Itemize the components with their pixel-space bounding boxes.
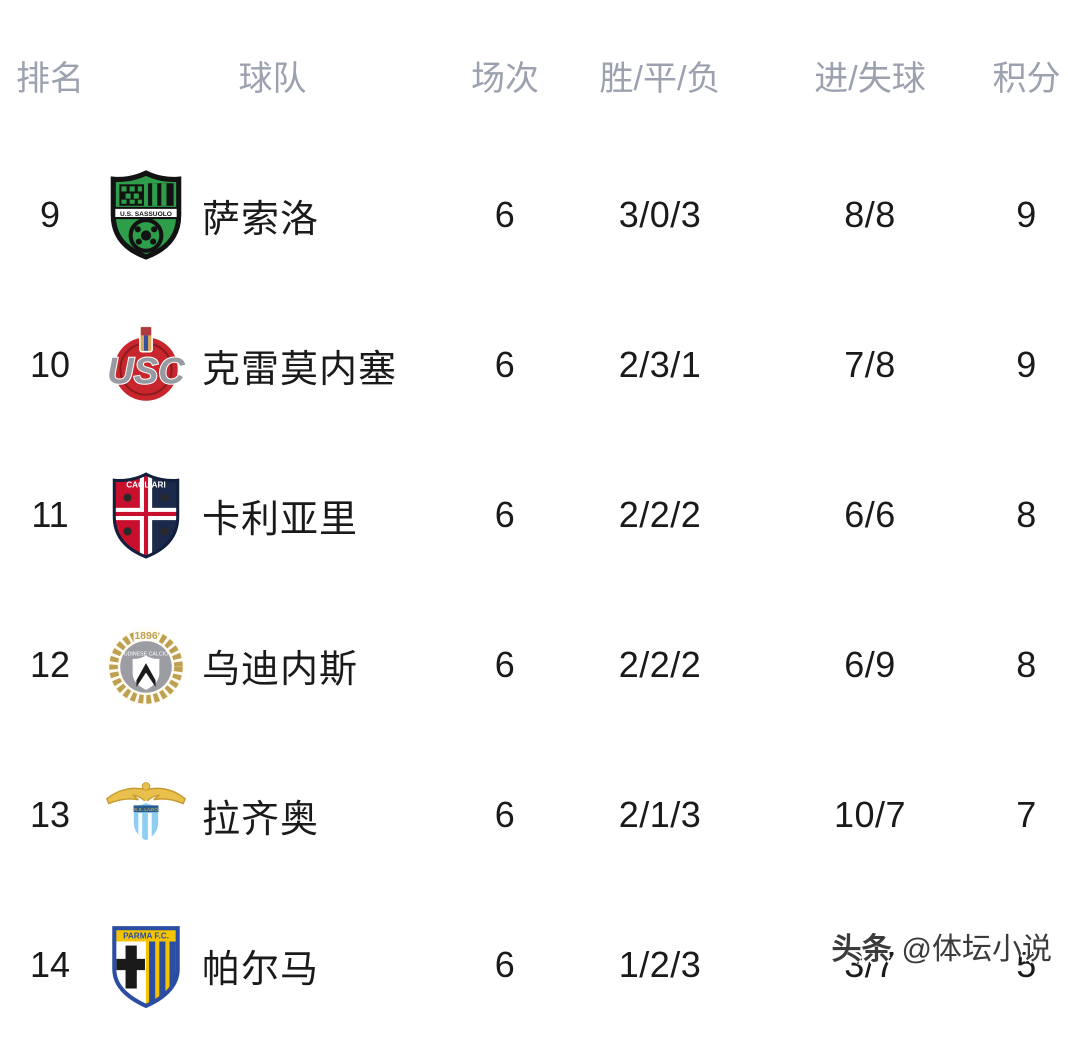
team-cell: CAGLIARI 卡利亚里 xyxy=(100,470,445,560)
table-row: 13 S.S. LAZIO 拉齐奥 6 2/1/3 10/7 7 xyxy=(0,740,1068,890)
sassuolo-crest-icon: U.S. SASSUOLO xyxy=(104,170,188,260)
udinese-crest-icon: UDINESE CALCIO 1896 xyxy=(104,620,188,710)
played-cell: 6 xyxy=(494,644,516,685)
rank-cell: 13 xyxy=(29,794,71,835)
cremonese-crest-icon: USC xyxy=(104,320,188,410)
points-cell: 7 xyxy=(1016,794,1037,835)
lazio-crest-icon: S.S. LAZIO xyxy=(104,770,188,860)
rank-cell: 9 xyxy=(39,194,61,235)
svg-text:USC: USC xyxy=(107,350,185,391)
wdl-cell: 1/2/3 xyxy=(618,944,702,985)
goals-cell: 3/7 xyxy=(844,944,896,985)
team-cell: USC 克雷莫内塞 xyxy=(100,320,445,410)
points-cell: 8 xyxy=(1016,494,1037,535)
goals-cell: 6/9 xyxy=(844,644,896,685)
played-cell: 6 xyxy=(494,194,516,235)
team-cell: UDINESE CALCIO 1896 乌迪内斯 xyxy=(100,620,445,710)
rank-cell: 12 xyxy=(29,644,71,685)
table-row: 10 USC 克雷莫内塞 6 2/3/1 7/8 9 xyxy=(0,290,1068,440)
goals-cell: 7/8 xyxy=(844,344,896,385)
team-cell: U.S. SASSUOLO 萨索洛 xyxy=(100,170,445,260)
svg-text:1896: 1896 xyxy=(134,630,158,642)
watermark: 头条 @体坛小说 xyxy=(832,924,1052,968)
points-cell: 9 xyxy=(1016,194,1037,235)
header-rank: 排名 xyxy=(16,59,84,98)
goals-cell: 8/8 xyxy=(844,194,896,235)
goals-cell: 10/7 xyxy=(833,794,907,835)
svg-text:S.S. LAZIO: S.S. LAZIO xyxy=(134,807,158,813)
team-name: 克雷莫内塞 xyxy=(202,348,398,391)
wdl-cell: 2/2/2 xyxy=(618,494,702,535)
played-cell: 6 xyxy=(494,944,516,985)
table-header: 排名 球队 场次 胜/平/负 进/失球 积分 xyxy=(0,0,1068,140)
team-cell: S.S. LAZIO 拉齐奥 xyxy=(100,770,445,860)
wdl-cell: 3/0/3 xyxy=(618,194,702,235)
watermark-handle: @体坛小说 xyxy=(901,933,1052,966)
watermark-logo: 头条 xyxy=(831,933,892,966)
rank-cell: 10 xyxy=(29,344,71,385)
svg-text:CAGLIARI: CAGLIARI xyxy=(126,480,166,489)
header-goals: 进/失球 xyxy=(814,59,926,98)
played-cell: 6 xyxy=(494,494,516,535)
rank-cell: 14 xyxy=(29,944,71,985)
team-name: 帕尔马 xyxy=(202,948,320,991)
goals-cell: 6/6 xyxy=(844,494,896,535)
svg-text:U.S. SASSUOLO: U.S. SASSUOLO xyxy=(120,211,172,218)
svg-text:UDINESE CALCIO: UDINESE CALCIO xyxy=(124,651,168,657)
wdl-cell: 2/2/2 xyxy=(618,644,702,685)
played-cell: 6 xyxy=(494,344,516,385)
points-cell: 9 xyxy=(1016,344,1037,385)
played-cell: 6 xyxy=(494,794,516,835)
team-cell: PARMA F.C. 帕尔马 xyxy=(100,920,445,1010)
header-played: 场次 xyxy=(471,59,539,98)
header-team: 球队 xyxy=(238,59,307,98)
wdl-cell: 2/1/3 xyxy=(618,794,702,835)
team-name: 卡利亚里 xyxy=(202,498,359,541)
wdl-cell: 2/3/1 xyxy=(618,344,702,385)
team-name: 乌迪内斯 xyxy=(202,648,359,691)
team-name: 拉齐奥 xyxy=(202,798,320,841)
parma-crest-icon: PARMA F.C. xyxy=(104,920,188,1010)
points-cell: 8 xyxy=(1016,644,1037,685)
table-row: 12 UDINESE CALCIO 1896 乌迪内斯 6 2/2/2 6/9 … xyxy=(0,590,1068,740)
header-wdl: 胜/平/负 xyxy=(599,59,721,98)
points-cell: 5 xyxy=(1016,944,1037,985)
header-points: 积分 xyxy=(992,59,1061,98)
svg-text:PARMA F.C.: PARMA F.C. xyxy=(123,931,169,940)
rank-cell: 11 xyxy=(31,494,69,535)
table-row: 9 U.S. SASSUOLO xyxy=(0,140,1068,290)
cagliari-crest-icon: CAGLIARI xyxy=(104,470,188,560)
team-name: 萨索洛 xyxy=(202,198,320,241)
table-row: 11 CAGLIARI xyxy=(0,440,1068,590)
